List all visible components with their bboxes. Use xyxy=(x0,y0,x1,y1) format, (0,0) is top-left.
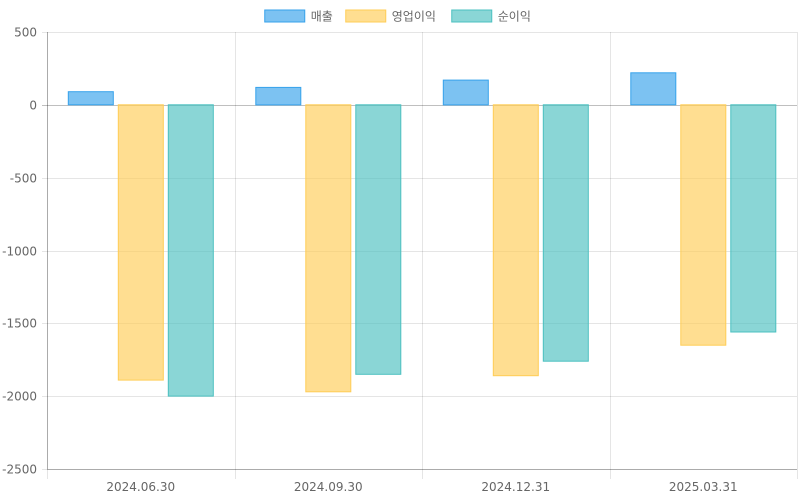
y-tick-label: -1000 xyxy=(2,245,37,259)
y-tick-label: -1500 xyxy=(2,317,37,331)
legend-item[interactable]: 매출 xyxy=(264,9,333,24)
bar-0-0[interactable] xyxy=(67,91,114,106)
legend-swatch xyxy=(264,9,306,23)
bar-1-2[interactable] xyxy=(492,104,539,377)
bar-1-1[interactable] xyxy=(305,104,352,393)
bar-2-2[interactable] xyxy=(542,104,589,362)
legend-item[interactable]: 순이익 xyxy=(451,9,531,24)
x-tick-label: 2024.12.31 xyxy=(481,480,550,494)
bar-1-3[interactable] xyxy=(680,104,727,346)
y-tick-label: -2500 xyxy=(2,463,37,477)
x-axis-ticks: 2024.06.30 2024.09.30 2024.12.31 2025.03.31 xyxy=(106,480,737,494)
legend-item[interactable]: 영업이익 xyxy=(345,9,436,24)
legend-swatch xyxy=(345,9,387,23)
y-tick-label: -2000 xyxy=(2,390,37,404)
bar-2-3[interactable] xyxy=(730,104,777,333)
bar-0-3[interactable] xyxy=(630,72,677,106)
legend-label: 순이익 xyxy=(498,10,531,24)
legend-label: 매출 xyxy=(311,10,333,24)
bar-1-0[interactable] xyxy=(117,104,164,381)
bar-2-0[interactable] xyxy=(167,104,214,397)
legend-swatch xyxy=(451,9,493,23)
y-tick-label: 0 xyxy=(29,99,37,113)
x-tick-label: 2024.06.30 xyxy=(106,480,175,494)
y-tick-label: -500 xyxy=(10,172,37,186)
x-tick-label: 2025.03.31 xyxy=(669,480,738,494)
y-axis-ticks: 500 0 -500 -1000 -1500 -2000 -2500 xyxy=(2,26,37,477)
bar-0-1[interactable] xyxy=(255,86,302,106)
axes xyxy=(47,32,797,470)
bars xyxy=(67,72,777,397)
legend[interactable]: 매출 영업이익 순이익 xyxy=(264,9,531,24)
bar-0-2[interactable] xyxy=(442,79,489,106)
x-tick-label: 2024.09.30 xyxy=(294,480,363,494)
bar-2-1[interactable] xyxy=(355,104,402,375)
y-tick-label: 500 xyxy=(14,26,37,40)
legend-label: 영업이익 xyxy=(392,10,436,24)
